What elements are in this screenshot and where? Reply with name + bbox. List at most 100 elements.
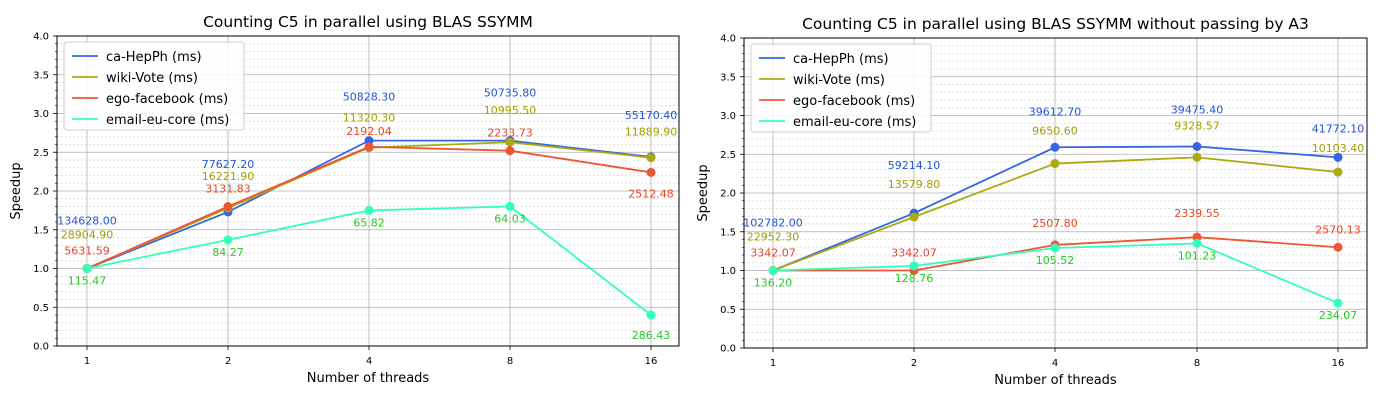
data-label: 3131.83 [205, 183, 251, 196]
data-label: 2507.80 [1032, 217, 1078, 230]
data-label: 105.52 [1036, 254, 1075, 267]
y-tick-label: 0.5 [720, 305, 736, 316]
y-tick-label: 1.0 [33, 264, 49, 275]
y-tick-label: 3.5 [33, 70, 49, 81]
x-tick-label: 16 [645, 356, 658, 367]
data-label: 50735.80 [484, 87, 537, 100]
data-label: 2512.48 [628, 187, 674, 200]
data-label: 39612.70 [1029, 105, 1082, 118]
x-axis-label: Number of threads [994, 373, 1117, 388]
data-label: 10103.40 [1312, 142, 1365, 155]
data-point [1192, 142, 1202, 151]
data-label: 2339.55 [1174, 207, 1220, 220]
data-point [1333, 152, 1343, 162]
legend-label: ego-facebook (ms) [793, 94, 915, 109]
data-point [1192, 232, 1202, 242]
chart-title: Counting C5 in parallel using BLAS SSYMM… [802, 15, 1309, 33]
y-tick-label: 0.0 [720, 344, 736, 355]
y-tick-label: 2.0 [33, 187, 49, 198]
chart-2: 0.0 0.5 1.0 1.5 2.0 2.5 3.0 3.5 4.0 1 2 4 8 16 102782.… [696, 15, 1368, 388]
legend: ca-HepPh (ms) wiki-Vote (ms) ego-facebook … [63, 41, 245, 131]
data-label: 115.47 [68, 275, 107, 288]
data-point [646, 310, 656, 320]
data-point [1192, 238, 1202, 248]
data-label: 41772.10 [1312, 122, 1365, 135]
data-point [364, 205, 374, 215]
data-point [1333, 298, 1343, 308]
data-label: 2570.13 [1315, 223, 1361, 236]
data-label: 50828.30 [343, 91, 396, 104]
y-tick-label: 2.5 [33, 148, 49, 159]
data-label: 28904.90 [61, 229, 114, 242]
legend: ca-HepPh (ms) wiki-Vote (ms) ego-facebook … [750, 43, 932, 133]
y-tick-label: 2.0 [720, 189, 736, 200]
data-point [223, 235, 233, 245]
y-tick-label: 1.5 [33, 225, 49, 236]
data-label: 11320.30 [343, 112, 396, 125]
legend-label: ca-HepPh (ms) [793, 52, 889, 67]
data-point [505, 137, 515, 147]
y-tick-label: 3.5 [720, 72, 736, 83]
data-label: 65.82 [353, 216, 385, 229]
data-point [1333, 167, 1343, 177]
data-label: 102782.00 [743, 217, 803, 230]
data-label: 5631.59 [64, 245, 110, 258]
x-tick-label: 1 [84, 356, 90, 367]
chart-title: Counting C5 in parallel using BLAS SSYMM [203, 13, 533, 31]
data-point [646, 167, 656, 177]
y-tick-label: 0.5 [33, 303, 49, 314]
data-label: 2233.73 [487, 127, 533, 140]
plot-frame [743, 37, 1368, 349]
y-tick-label: 3.0 [720, 111, 736, 122]
legend-label: wiki-Vote (ms) [793, 73, 885, 88]
data-point [505, 146, 515, 156]
data-point [364, 142, 374, 152]
plot-frame [56, 35, 680, 347]
x-tick-label: 2 [225, 356, 231, 367]
legend-label: email-eu-core (ms) [106, 113, 229, 128]
data-point [909, 212, 919, 222]
legend-box [750, 43, 932, 133]
legend-label: ca-HepPh (ms) [106, 50, 202, 65]
x-tick-label: 2 [911, 358, 917, 369]
x-tick-label: 4 [1052, 358, 1058, 369]
data-label: 3342.07 [891, 247, 937, 260]
data-label: 136.20 [754, 277, 793, 290]
data-label: 286.43 [632, 329, 671, 342]
legend-box [63, 41, 245, 131]
data-label: 13579.80 [888, 178, 941, 191]
data-label: 84.27 [212, 246, 244, 259]
data-label: 9328.57 [1174, 119, 1220, 132]
data-point [1050, 243, 1060, 253]
data-label: 39475.40 [1171, 104, 1224, 117]
data-label: 128.76 [895, 272, 934, 285]
data-label: 64.03 [494, 213, 526, 226]
data-point [1192, 152, 1202, 162]
y-tick-label: 0.0 [33, 342, 49, 353]
data-point [1050, 142, 1060, 152]
data-label: 3342.07 [750, 247, 796, 260]
data-point [223, 202, 233, 211]
x-axis-label: Number of threads [307, 371, 430, 386]
data-label: 2192.04 [346, 125, 392, 138]
data-point [82, 264, 92, 273]
data-point [646, 153, 656, 163]
y-tick-label: 4.0 [33, 32, 49, 43]
data-label: 22952.30 [747, 231, 800, 244]
data-label: 9650.60 [1032, 125, 1078, 138]
data-point [505, 202, 515, 211]
data-label: 55170.40 [625, 109, 678, 122]
data-point [909, 261, 919, 271]
data-label: 11889.90 [625, 126, 678, 139]
x-tick-label: 8 [1194, 358, 1200, 369]
x-tick-label: 4 [366, 356, 372, 367]
y-axis-label: Speedup [9, 162, 24, 219]
data-label: 77627.20 [202, 158, 255, 171]
x-tick-label: 1 [770, 358, 776, 369]
y-tick-label: 2.5 [720, 150, 736, 161]
y-tick-label: 3.0 [33, 109, 49, 120]
y-tick-label: 4.0 [720, 34, 736, 45]
x-tick-label: 16 [1332, 358, 1345, 369]
data-label: 234.07 [1319, 309, 1358, 322]
